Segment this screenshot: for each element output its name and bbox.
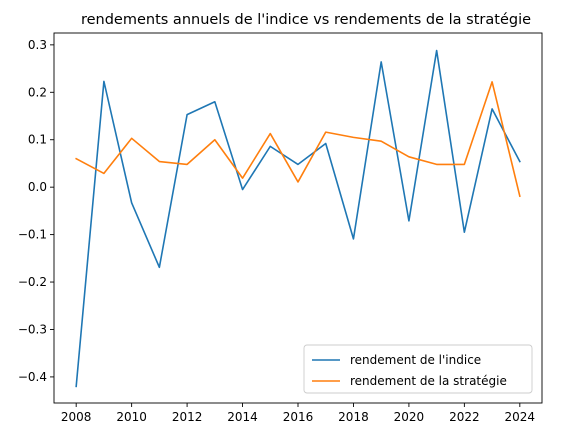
y-tick-label: 0.3 [28, 38, 47, 52]
x-tick-label: 2020 [394, 410, 425, 424]
y-tick-label: −0.4 [18, 370, 47, 384]
y-tick-label: 0.0 [28, 180, 47, 194]
y-tick-label: 0.2 [28, 85, 47, 99]
x-tick-label: 2024 [505, 410, 536, 424]
chart-title: rendements annuels de l'indice vs rendem… [81, 12, 531, 28]
x-tick-label: 2010 [116, 410, 147, 424]
x-tick-label: 2018 [338, 410, 369, 424]
x-tick-label: 2016 [283, 410, 314, 424]
x-tick-label: 2022 [449, 410, 480, 424]
y-tick-label: −0.3 [18, 322, 47, 336]
plot-area: 2008 2010 2012 2014 2016 2018 2020 2022 2024 −0.4… [18, 32, 543, 424]
series-line-2 [75, 81, 521, 198]
series-line-1 [75, 49, 521, 388]
legend-box [303, 344, 533, 394]
x-tick-label: 2012 [172, 410, 203, 424]
legend-label-2: rendement de la stratégie [350, 374, 507, 388]
y-tick-label: −0.1 [18, 228, 47, 242]
x-tick-label: 2008 [61, 410, 92, 424]
y-tick-label: 0.1 [28, 133, 47, 147]
y-tick-label: −0.2 [18, 275, 47, 289]
legend-label-1: rendement de l'indice [350, 353, 481, 367]
x-tick-label: 2014 [227, 410, 258, 424]
